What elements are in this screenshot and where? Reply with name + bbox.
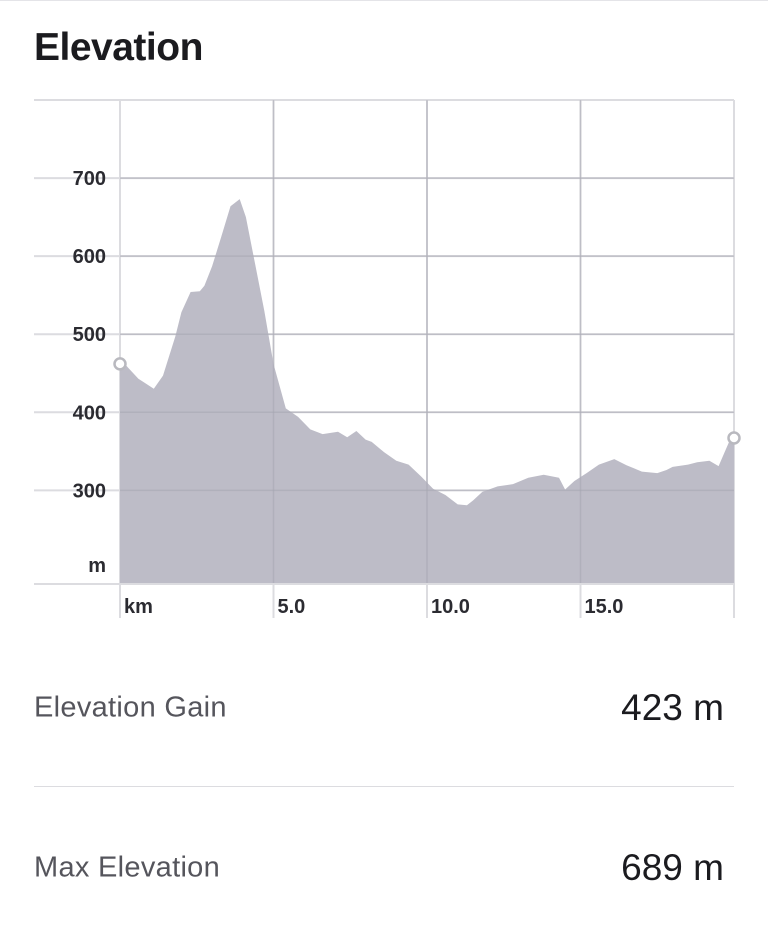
x-tick-label: 5.0 <box>278 596 306 618</box>
x-unit-label: km <box>124 596 153 618</box>
y-tick-label: 600 <box>73 246 106 268</box>
x-tick-label: 15.0 <box>585 596 624 618</box>
x-tick-label: 10.0 <box>431 596 470 618</box>
section-title: Elevation <box>34 26 203 69</box>
y-unit-label: m <box>88 555 106 577</box>
y-tick-label: 300 <box>73 480 106 502</box>
y-tick-label: 700 <box>73 168 106 190</box>
max-elevation-row: Max Elevation 689 m <box>34 838 734 898</box>
end-point-marker <box>727 431 741 445</box>
stats-divider <box>34 786 734 787</box>
top-divider <box>0 0 768 1</box>
max-elevation-label: Max Elevation <box>34 851 221 884</box>
y-tick-label: 500 <box>73 324 106 346</box>
y-tick-label: 400 <box>73 402 106 424</box>
elevation-gain-label: Elevation Gain <box>34 691 227 724</box>
max-elevation-value: 689 m <box>621 847 724 888</box>
start-point-marker <box>113 357 127 371</box>
elevation-chart: 300 400 500 600 700 mkm 5.0 10.0 15.0 <box>34 99 741 618</box>
elevation-gain-row: Elevation Gain 423 m <box>34 678 734 738</box>
elevation-gain-value: 423 m <box>621 687 724 728</box>
